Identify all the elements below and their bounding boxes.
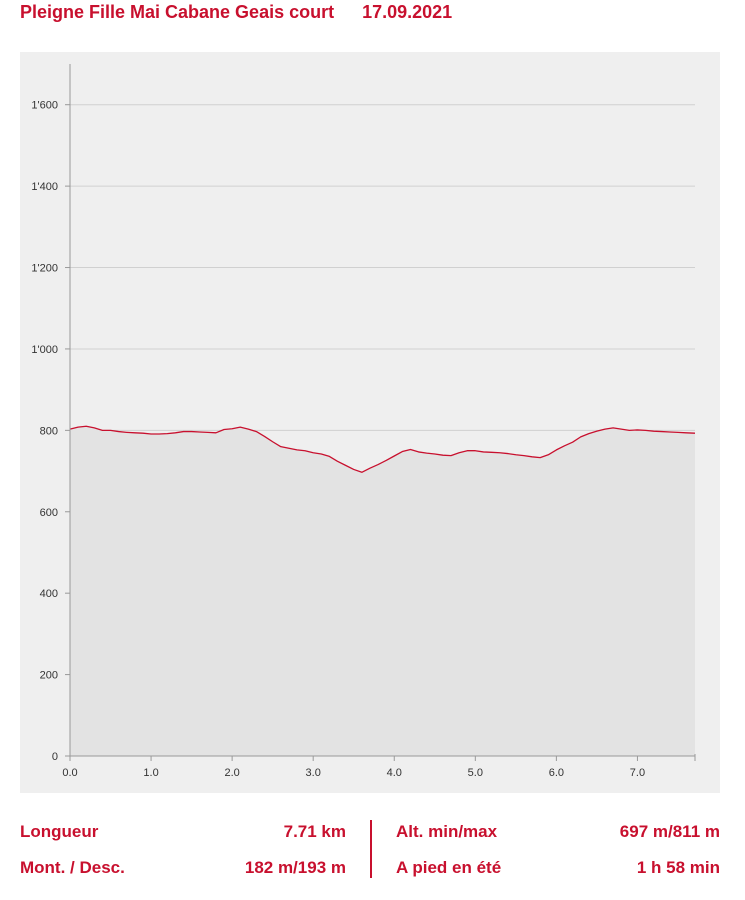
y-tick-label-2: 400: [40, 588, 58, 600]
x-tick-label-3: 3.0: [306, 767, 321, 779]
elevation-chart: 0 200 400 600 800 1'000 1'200 1'400 1'600 0.0 1.0 2…: [20, 52, 720, 793]
stat-ascent-descent-label: Mont. / Desc.: [20, 858, 125, 877]
stats-divider: [370, 820, 372, 878]
x-tick-label-7: 7.0: [630, 767, 645, 779]
stat-walking-time-label: A pied en été: [396, 858, 502, 877]
y-tick-label-3: 600: [40, 507, 58, 519]
x-tick-label-5: 5.0: [468, 767, 483, 779]
stat-altitude-label: Alt. min/max: [396, 822, 498, 841]
stats-right-column: Alt. min/max 697 m/811 m A pied en été 1…: [396, 814, 720, 886]
elevation-chart-svg: 0 200 400 600 800 1'000 1'200 1'400 1'600 0.0 1.0 2…: [31, 64, 696, 779]
stat-altitude: Alt. min/max 697 m/811 m: [396, 814, 720, 850]
y-tick-label-5: 1'000: [31, 344, 58, 356]
route-name: Pleigne Fille Mai Cabane Geais court: [20, 2, 335, 22]
stats-left-column: Longueur 7.71 km Mont. / Desc. 182 m/193…: [20, 814, 346, 886]
stat-walking-time-value: 1 h 58 min: [636, 858, 720, 877]
stat-ascent-descent: Mont. / Desc. 182 m/193 m: [20, 850, 346, 886]
x-tick-label-2: 2.0: [224, 767, 239, 779]
stat-ascent-descent-value: 182 m/193 m: [244, 858, 346, 877]
y-tick-label-7: 1'400: [31, 181, 58, 193]
stat-walking-time: A pied en été 1 h 58 min: [396, 850, 720, 886]
y-tick-label-0: 0: [52, 751, 58, 763]
y-tick-label-1: 200: [40, 670, 58, 682]
y-tick-label-8: 1'600: [31, 100, 58, 112]
stat-length-value: 7.71 km: [283, 822, 346, 841]
y-tick-label-6: 1'200: [31, 263, 58, 275]
stat-length-label: Longueur: [20, 822, 99, 841]
stat-altitude-value: 697 m/811 m: [619, 822, 720, 841]
route-date: 17.09.2021: [362, 2, 453, 22]
route-title: Pleigne Fille Mai Cabane Geais court 17.0…: [20, 2, 452, 23]
stat-length: Longueur 7.71 km: [20, 814, 346, 850]
x-tick-label-1: 1.0: [143, 767, 158, 779]
elevation-area: [70, 426, 695, 756]
elevation-line: [69, 425, 696, 473]
x-tick-label-4: 4.0: [387, 767, 402, 779]
route-stats: Longueur 7.71 km Mont. / Desc. 182 m/193…: [20, 814, 720, 884]
x-tick-label-0: 0.0: [62, 767, 77, 779]
y-tick-label-4: 800: [40, 425, 58, 437]
x-tick-label-6: 6.0: [549, 767, 564, 779]
